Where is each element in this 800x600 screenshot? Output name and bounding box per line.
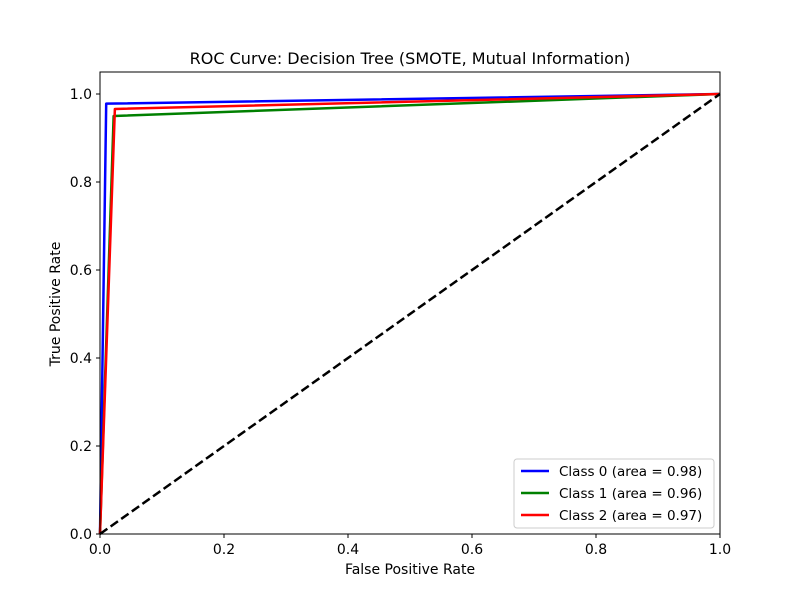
y-tick-label: 0.6 (70, 263, 92, 279)
plot-frame (99, 71, 721, 535)
legend-label-class-2: Class 2 (area = 0.97) (559, 508, 702, 524)
y-axis: 0.0 0.2 0.4 0.6 0.8 1.0 (70, 87, 100, 543)
x-tick-label: 0.4 (337, 542, 359, 558)
y-tick-label: 0.4 (70, 351, 92, 367)
legend-box (513, 458, 715, 529)
y-axis-label: True Positive Rate (48, 242, 64, 368)
y-tick-label: 0.2 (70, 439, 92, 455)
chart-title: ROC Curve: Decision Tree (SMOTE, Mutual … (190, 49, 631, 68)
legend: Class 0 (area = 0.98) Class 1 (area = 0.9… (513, 458, 715, 529)
series-line-class-2 (98, 92, 721, 535)
series-layer (98, 92, 721, 536)
y-tick-label: 0.0 (70, 527, 92, 543)
x-tick-label: 0.2 (213, 542, 235, 558)
x-tick-label: 1.0 (709, 542, 731, 558)
x-tick-label: 0.6 (461, 542, 483, 558)
y-tick-label: 0.8 (70, 175, 92, 191)
legend-label-class-1: Class 1 (area = 0.96) (559, 486, 702, 502)
series-line-class-0 (98, 92, 721, 535)
x-axis-label: False Positive Rate (345, 562, 475, 578)
x-axis: 0.0 0.2 0.4 0.6 0.8 1.0 (89, 534, 731, 558)
x-tick-label: 0.0 (89, 542, 111, 558)
y-tick-label: 1.0 (70, 87, 92, 103)
x-tick-label: 0.8 (585, 542, 607, 558)
chance-reference-line (99, 92, 721, 536)
legend-label-class-0: Class 0 (area = 0.98) (559, 464, 702, 480)
